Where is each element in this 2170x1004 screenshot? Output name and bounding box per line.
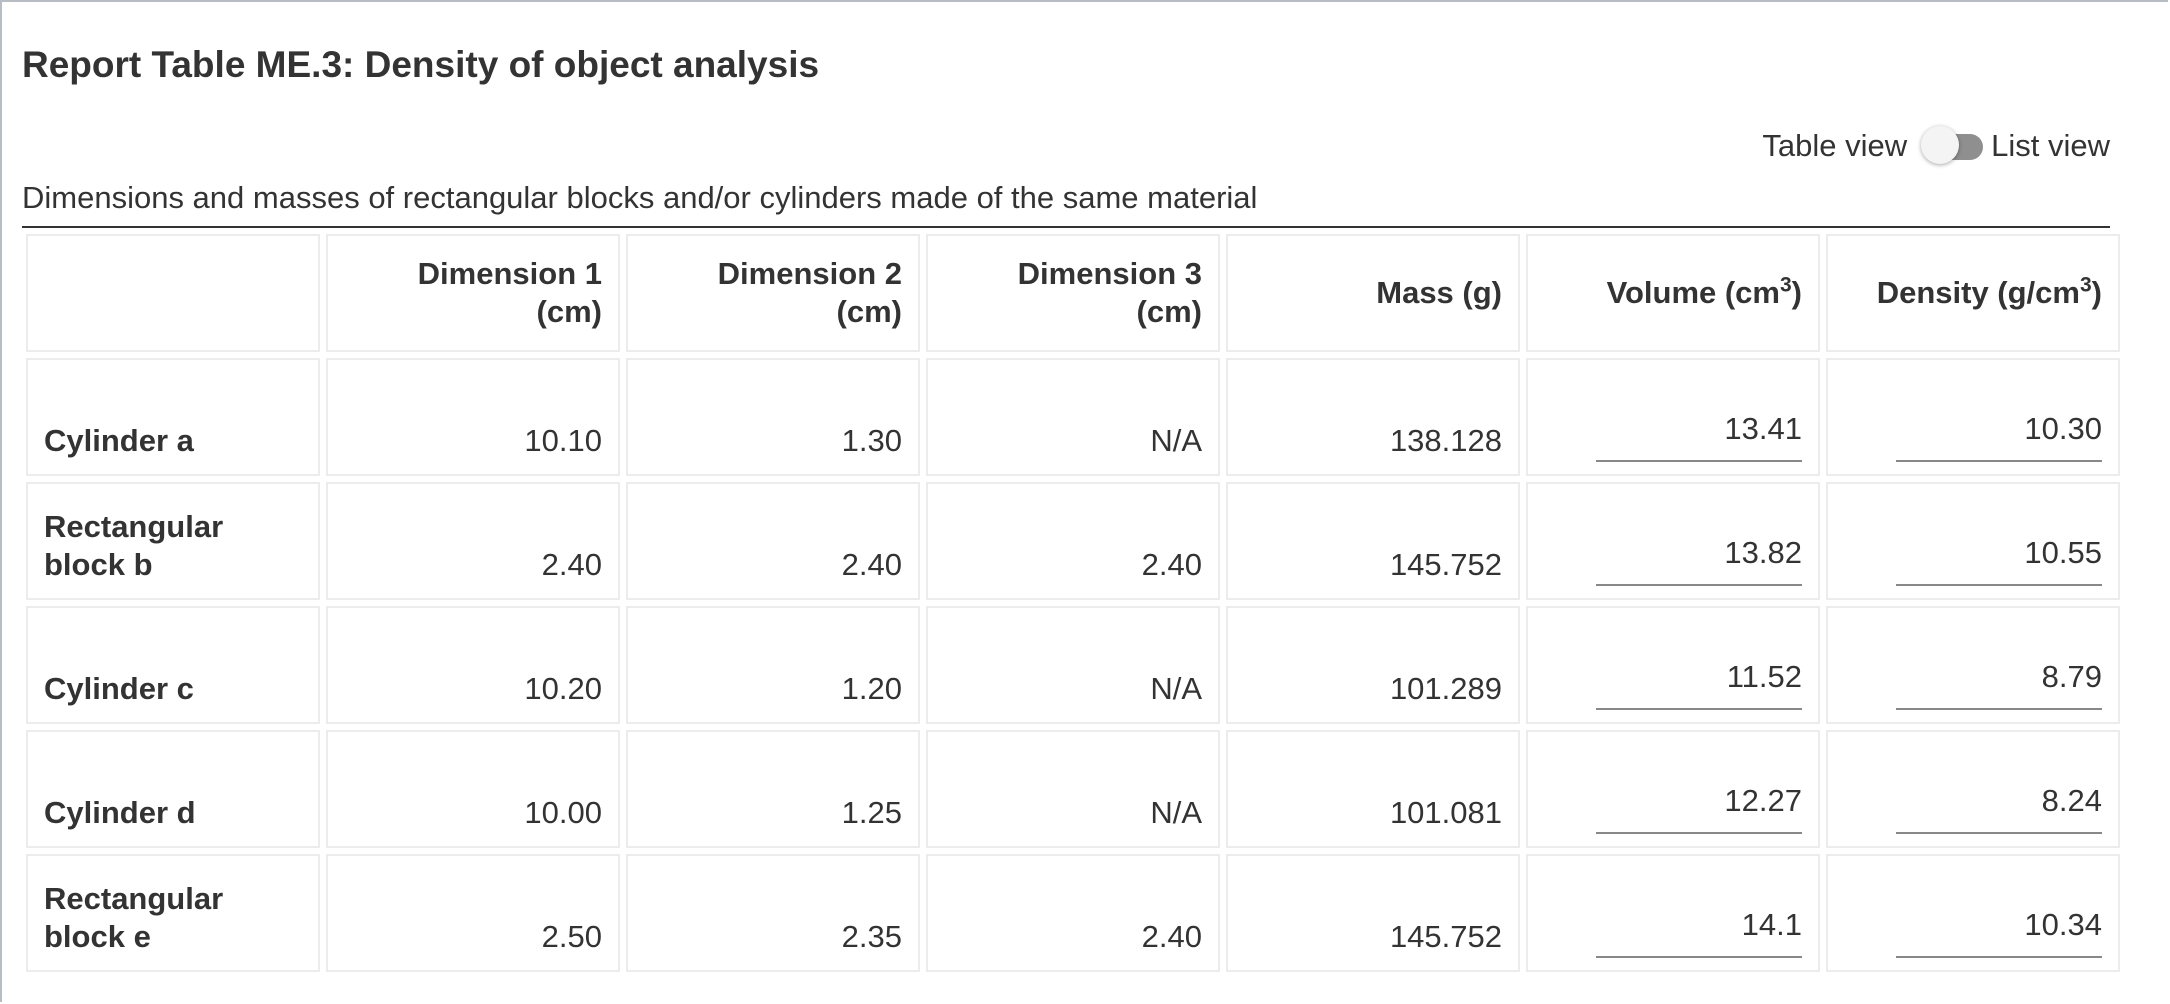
volume-cell: 12.27	[1526, 730, 1820, 848]
volume-cell: 13.41	[1526, 358, 1820, 476]
dimension-1-cell: 2.40	[326, 482, 620, 600]
density-field[interactable]: 10.30	[1896, 410, 2102, 462]
dimension-1-cell: 10.00	[326, 730, 620, 848]
header-dimension-1-name: Dimension 1	[417, 256, 602, 291]
dimension-2-cell: 1.25	[626, 730, 920, 848]
header-row: Dimension 1 (cm) Dimension 2 (cm) Dimensio…	[26, 234, 2120, 352]
header-dimension-1: Dimension 1 (cm)	[326, 234, 620, 352]
mass-cell: 101.289	[1226, 606, 1520, 724]
header-dimension-2: Dimension 2 (cm)	[626, 234, 920, 352]
header-density-text: Density (g/cm	[1876, 275, 2080, 310]
header-dimension-2-name: Dimension 2	[717, 256, 902, 291]
row-label-line-1: Rectangular	[44, 881, 224, 916]
header-density: Density (g/cm3)	[1826, 234, 2120, 352]
dimension-3-cell: 2.40	[926, 482, 1220, 600]
density-table: Dimension 1 (cm) Dimension 2 (cm) Dimensio…	[20, 228, 2126, 978]
dimension-1-cell: 10.10	[326, 358, 620, 476]
dimension-2-cell: 2.35	[626, 854, 920, 972]
dimension-3-cell: N/A	[926, 358, 1220, 476]
header-volume-text: Volume (cm	[1606, 275, 1780, 310]
table-view-label[interactable]: Table view	[1762, 128, 1908, 163]
view-toggle: Table view List view	[1762, 124, 2110, 168]
volume-field[interactable]: 14.1	[1596, 906, 1802, 958]
dimension-3-cell: N/A	[926, 606, 1220, 724]
row-label-line-1: Cylinder c	[44, 671, 194, 706]
density-cell: 10.30	[1826, 358, 2120, 476]
row-label-line-1: Cylinder d	[44, 795, 196, 830]
table-row: Cylinder d 10.00 1.25 N/A 101.081 12.27 …	[26, 730, 2120, 848]
dimension-3-cell: 2.40	[926, 854, 1220, 972]
dimension-1-cell: 2.50	[326, 854, 620, 972]
dimension-2-cell: 1.20	[626, 606, 920, 724]
density-field[interactable]: 8.24	[1896, 782, 2102, 834]
list-view-label[interactable]: List view	[1991, 128, 2110, 163]
row-label: Cylinder c	[26, 606, 320, 724]
row-label-line-2: block b	[44, 547, 153, 582]
row-label-line-1: Cylinder a	[44, 423, 194, 458]
table-row: Rectangular block e 2.50 2.35 2.40 145.75…	[26, 854, 2120, 972]
dimension-3-cell: N/A	[926, 730, 1220, 848]
density-field[interactable]: 10.34	[1896, 906, 2102, 958]
volume-cell: 14.1	[1526, 854, 1820, 972]
header-volume-sup: 3	[1779, 273, 1792, 297]
mass-cell: 138.128	[1226, 358, 1520, 476]
row-label: Rectangular block e	[26, 854, 320, 972]
density-cell: 10.55	[1826, 482, 2120, 600]
row-label-line-1: Rectangular	[44, 509, 224, 544]
mass-cell: 101.081	[1226, 730, 1520, 848]
header-density-close: )	[2091, 275, 2102, 310]
row-label: Rectangular block b	[26, 482, 320, 600]
header-dimension-1-unit: (cm)	[536, 294, 602, 329]
density-field[interactable]: 8.79	[1896, 658, 2102, 710]
table-row: Cylinder a 10.10 1.30 N/A 138.128 13.41 …	[26, 358, 2120, 476]
corner-header	[26, 234, 320, 352]
density-cell: 8.24	[1826, 730, 2120, 848]
volume-cell: 13.82	[1526, 482, 1820, 600]
dimension-2-cell: 2.40	[626, 482, 920, 600]
header-volume-close: )	[1791, 275, 1802, 310]
header-dimension-3: Dimension 3 (cm)	[926, 234, 1220, 352]
header-volume: Volume (cm3)	[1526, 234, 1820, 352]
volume-field[interactable]: 13.41	[1596, 410, 1802, 462]
header-dimension-2-unit: (cm)	[836, 294, 902, 329]
mass-cell: 145.752	[1226, 482, 1520, 600]
volume-cell: 11.52	[1526, 606, 1820, 724]
table-row: Rectangular block b 2.40 2.40 2.40 145.75…	[26, 482, 2120, 600]
density-cell: 10.34	[1826, 854, 2120, 972]
volume-field[interactable]: 12.27	[1596, 782, 1802, 834]
row-label: Cylinder d	[26, 730, 320, 848]
view-toggle-switch[interactable]	[1921, 126, 1985, 164]
volume-field[interactable]: 13.82	[1596, 534, 1802, 586]
volume-field[interactable]: 11.52	[1596, 658, 1802, 710]
header-density-sup: 3	[2079, 273, 2092, 297]
table-row: Cylinder c 10.20 1.20 N/A 101.289 11.52 …	[26, 606, 2120, 724]
dimension-2-cell: 1.30	[626, 358, 920, 476]
density-cell: 8.79	[1826, 606, 2120, 724]
row-label-line-2: block e	[44, 919, 151, 954]
mass-cell: 145.752	[1226, 854, 1520, 972]
report-title: Report Table ME.3: Density of object ana…	[22, 44, 820, 85]
toggle-knob[interactable]	[1921, 126, 1960, 164]
density-field[interactable]: 10.55	[1896, 534, 2102, 586]
header-dimension-3-name: Dimension 3	[1017, 256, 1202, 291]
row-label: Cylinder a	[26, 358, 320, 476]
header-dimension-3-unit: (cm)	[1136, 294, 1202, 329]
header-mass: Mass (g)	[1226, 234, 1520, 352]
dimension-1-cell: 10.20	[326, 606, 620, 724]
table-caption: Dimensions and masses of rectangular blo…	[22, 178, 2110, 228]
